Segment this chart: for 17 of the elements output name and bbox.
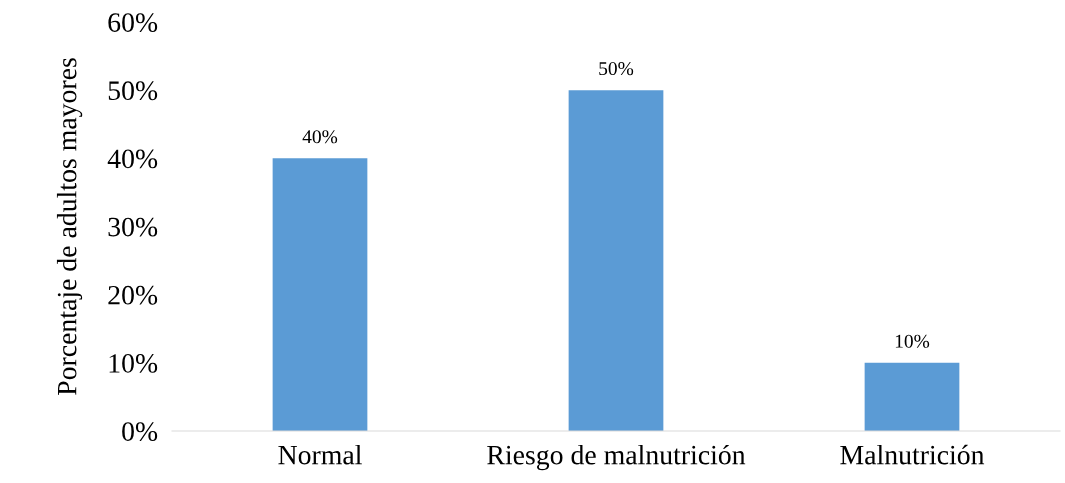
data-label: 10%	[895, 334, 930, 348]
y-tick-label: 20%	[108, 285, 158, 305]
bar	[568, 90, 664, 431]
data-label: 50%	[599, 61, 634, 76]
y-axis-title: Porcentaje de adultos mayores	[56, 58, 83, 396]
x-tick-label: Malnutrición	[840, 444, 985, 465]
y-tick-label: 40%	[107, 149, 158, 169]
data-label: 40%	[302, 130, 338, 144]
y-tick-label: 30%	[108, 217, 158, 237]
y-tick-label: 10%	[109, 354, 158, 373]
y-tick-label: 50%	[108, 81, 158, 101]
bar	[864, 362, 960, 431]
y-tick-label: 0%	[122, 422, 158, 441]
y-tick-label: 60%	[108, 13, 158, 32]
bar	[272, 158, 368, 431]
x-tick-label: Normal	[278, 444, 362, 465]
x-tick-label: Riesgo de malnutrición	[487, 444, 746, 471]
